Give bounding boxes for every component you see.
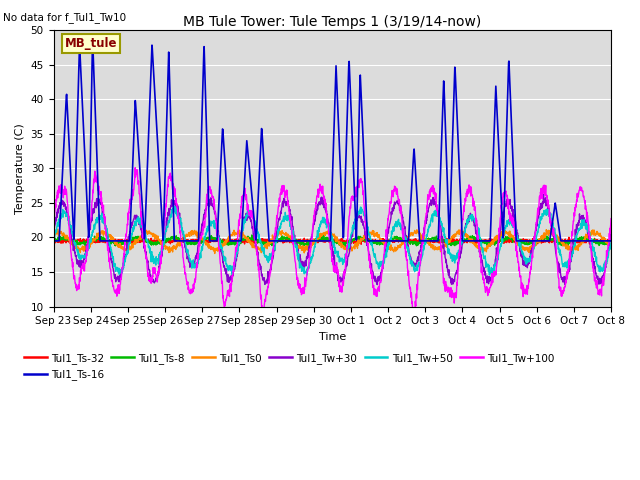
Tul1_Tw+100 (489, 276, 497, 282)
Text: No data for f_Tul1_Tw10: No data for f_Tul1_Tw10 (3, 12, 126, 23)
Text: MB_tule: MB_tule (65, 37, 117, 50)
Line: Tul1_Ts-8: Tul1_Ts-8 (54, 235, 611, 246)
Tul1_Tw+50 (607, 240, 615, 246)
Tul1_Tw+100 (131, 165, 139, 170)
Tul1_Ts-16 (591, 238, 598, 244)
Tul1_Tw+30 (78, 260, 86, 265)
Tul1_Tw+30 (489, 271, 497, 276)
Tul1_Ts-8 (591, 238, 599, 244)
Tul1_Ts-32 (321, 238, 328, 244)
Tul1_Ts0 (321, 231, 328, 237)
Tul1_Ts-8 (607, 237, 615, 242)
Tul1_Ts-32 (78, 238, 86, 243)
Tul1_Ts-16 (489, 167, 497, 173)
Tul1_Tw+30 (306, 241, 314, 247)
Tul1_Ts-16 (607, 238, 615, 244)
Tul1_Ts-32 (50, 236, 58, 242)
Tul1_Ts0 (591, 232, 599, 238)
Line: Tul1_Tw+100: Tul1_Tw+100 (54, 168, 611, 318)
Tul1_Ts-8 (78, 240, 86, 246)
Tul1_Ts0 (547, 226, 555, 231)
Tul1_Tw+30 (50, 231, 58, 237)
Tul1_Tw+50 (303, 272, 310, 278)
Tul1_Ts-32 (591, 239, 599, 245)
Tul1_Tw+50 (171, 204, 179, 209)
Tul1_Ts-8 (341, 243, 349, 249)
Tul1_Tw+30 (607, 234, 615, 240)
Line: Tul1_Ts0: Tul1_Ts0 (54, 228, 611, 253)
Tul1_Tw+30 (374, 282, 381, 288)
Tul1_Ts0 (607, 241, 615, 247)
Tul1_Tw+50 (489, 266, 497, 272)
Tul1_Ts0 (78, 246, 86, 252)
Tul1_Ts-32 (607, 238, 615, 244)
Tul1_Ts-8 (307, 239, 314, 244)
Tul1_Ts0 (488, 240, 496, 246)
Tul1_Ts-16 (321, 238, 329, 244)
Tul1_Ts-8 (321, 235, 329, 241)
Title: MB Tule Tower: Tule Temps 1 (3/19/14-now): MB Tule Tower: Tule Temps 1 (3/19/14-now… (183, 15, 481, 29)
Tul1_Ts0 (50, 231, 58, 237)
Tul1_Ts-16 (50, 238, 58, 244)
Tul1_Ts-32 (357, 241, 365, 247)
Tul1_Tw+100 (410, 315, 418, 321)
Tul1_Tw+50 (321, 220, 329, 226)
Tul1_Ts-32 (489, 239, 497, 244)
Tul1_Ts-16 (307, 238, 314, 244)
Tul1_Ts0 (306, 244, 314, 250)
Tul1_Tw+100 (78, 263, 86, 269)
Legend: Tul1_Ts-32, Tul1_Ts-16, Tul1_Ts-8, Tul1_Ts0, Tul1_Tw+30, Tul1_Tw+50, Tul1_Tw+100: Tul1_Ts-32, Tul1_Ts-16, Tul1_Ts-8, Tul1_… (20, 349, 558, 384)
Tul1_Ts-8 (50, 238, 58, 244)
Tul1_Tw+100 (50, 220, 58, 226)
Tul1_Ts-16 (78, 93, 86, 98)
Tul1_Ts-32 (306, 238, 314, 244)
X-axis label: Time: Time (319, 332, 346, 342)
Tul1_Ts-16 (89, 35, 97, 40)
Tul1_Tw+50 (591, 253, 599, 259)
Line: Tul1_Tw+50: Tul1_Tw+50 (54, 206, 611, 275)
Line: Tul1_Ts-32: Tul1_Ts-32 (54, 237, 611, 244)
Line: Tul1_Ts-16: Tul1_Ts-16 (54, 37, 611, 241)
Tul1_Tw+100 (321, 200, 329, 206)
Tul1_Ts-8 (489, 239, 497, 244)
Tul1_Ts-8 (591, 239, 599, 245)
Tul1_Tw+100 (591, 279, 599, 285)
Tul1_Tw+50 (591, 253, 599, 259)
Tul1_Ts0 (567, 251, 575, 256)
Tul1_Tw+30 (321, 203, 328, 208)
Tul1_Tw+50 (307, 260, 314, 266)
Tul1_Tw+100 (307, 246, 314, 252)
Tul1_Ts0 (591, 231, 599, 237)
Tul1_Tw+100 (607, 216, 615, 222)
Tul1_Tw+30 (591, 264, 599, 270)
Tul1_Tw+100 (591, 275, 599, 280)
Tul1_Ts-16 (591, 238, 599, 244)
Tul1_Tw+30 (591, 271, 599, 276)
Tul1_Ts-8 (248, 232, 255, 238)
Line: Tul1_Tw+30: Tul1_Tw+30 (54, 195, 611, 285)
Tul1_Ts-32 (591, 238, 599, 243)
Y-axis label: Temperature (C): Temperature (C) (15, 123, 25, 214)
Tul1_Tw+30 (540, 192, 547, 198)
Tul1_Tw+50 (78, 252, 86, 258)
Tul1_Tw+50 (50, 240, 58, 246)
Tul1_Ts-32 (492, 234, 499, 240)
